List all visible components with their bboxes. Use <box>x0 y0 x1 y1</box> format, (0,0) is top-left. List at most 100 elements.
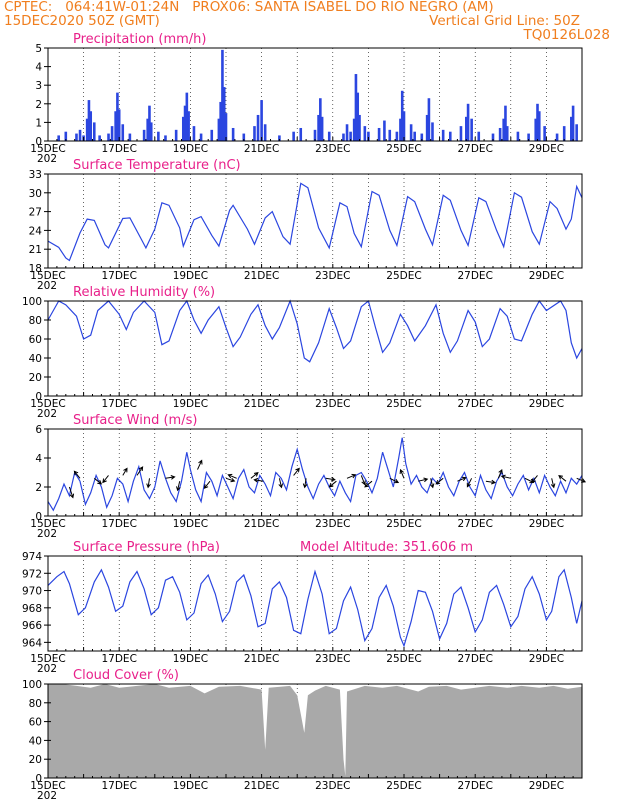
precipitation-bar <box>413 131 416 141</box>
x-date-label: 25DEC <box>386 518 421 530</box>
x-date-label: 29DEC <box>529 518 564 530</box>
precipitation-bar <box>174 129 178 141</box>
wind-arrow <box>146 478 151 489</box>
y-tick-label: 80 <box>29 315 42 327</box>
wind-arrow <box>197 459 203 470</box>
precipitation-bar <box>427 98 431 141</box>
precipitation-bar <box>425 114 429 141</box>
wind-arrow <box>360 475 366 486</box>
y-tick-label: 40 <box>29 735 42 747</box>
precipitation-bar <box>448 131 452 141</box>
x-date-label: 29DEC <box>529 780 564 792</box>
precipitation-bar <box>217 118 221 141</box>
precipitation-bar <box>110 126 114 141</box>
x-year-label: 202 <box>37 790 57 800</box>
y-tick-label: 21 <box>29 244 42 256</box>
wind-arrow <box>531 475 538 484</box>
precipitation-bar <box>477 131 481 141</box>
y-tick-label: 4 <box>35 62 42 74</box>
wind-arrow <box>435 477 444 485</box>
precipitation-bar <box>114 111 117 141</box>
wind-arrow <box>346 473 357 479</box>
precipitation-bar <box>470 118 473 141</box>
panel-title: Surface Pressure (hPa) <box>73 540 220 555</box>
x-date-label: 23DEC <box>315 398 350 410</box>
panel-frame <box>47 173 583 269</box>
wind-arrow <box>225 477 236 483</box>
x-date-label: 19DEC <box>173 653 208 665</box>
x-date-label: 29DEC <box>529 143 564 155</box>
series-line-wind <box>47 437 583 512</box>
y-tick-label: 2 <box>35 482 42 494</box>
x-date-label: 25DEC <box>386 270 421 282</box>
precipitation-bar <box>420 133 424 141</box>
y-tick-label: 970 <box>22 586 42 598</box>
x-date-label: 21DEC <box>244 653 279 665</box>
x-year-label: 202 <box>37 528 57 540</box>
precipitation-bar <box>78 129 82 141</box>
precipitation-bar <box>399 118 402 141</box>
header-grid-line-note: Vertical Grid Line: 50Z <box>429 13 580 29</box>
y-tick-label: 0 <box>35 136 42 148</box>
precipitation-bar <box>543 126 546 141</box>
panel-title: Cloud Cover (%) <box>73 668 179 683</box>
precipitation-bar <box>121 124 125 141</box>
x-date-label: 21DEC <box>244 143 279 155</box>
precipitation-bar <box>395 131 399 141</box>
precipitation-bar <box>383 120 386 141</box>
precipitation-bar <box>363 126 367 141</box>
precipitation-bar <box>85 118 89 141</box>
precipitation-bar <box>187 111 190 141</box>
wind-arrow <box>325 476 336 482</box>
precipitation-bar <box>57 135 60 141</box>
cloud-cover-area <box>48 684 582 778</box>
panel-title: Precipitation (mm/h) <box>73 32 206 47</box>
y-tick-label: 966 <box>22 620 42 632</box>
x-date-label: 27DEC <box>457 653 492 665</box>
wind-arrow <box>93 477 103 485</box>
precipitation-bar <box>317 114 320 141</box>
x-date-label: 19DEC <box>173 270 208 282</box>
precipitation-bar <box>409 124 413 141</box>
precipitation-bar <box>222 87 226 141</box>
precipitation-bar <box>260 100 263 141</box>
wind-arrow <box>165 475 176 480</box>
x-date-label: 17DEC <box>101 653 136 665</box>
precipitation-bar <box>516 131 520 141</box>
precipitation-bar <box>354 74 358 141</box>
precipitation-bar <box>149 122 153 141</box>
y-tick-label: 1 <box>35 117 42 129</box>
x-date-label: 29DEC <box>529 398 564 410</box>
precipitation-bar <box>441 129 445 141</box>
precipitation-bar <box>527 133 530 141</box>
y-tick-label: 60 <box>29 717 42 729</box>
series-line-pres <box>47 568 583 648</box>
x-date-label: 15DEC <box>30 143 65 155</box>
x-year-label: 202 <box>37 153 57 165</box>
wind-arrow <box>558 474 567 482</box>
precipitation-bar <box>231 127 235 141</box>
precipitation-bar <box>64 131 68 141</box>
wind-arrow <box>227 473 237 479</box>
y-tick-label: 20 <box>29 754 42 766</box>
wind-arrow <box>302 478 308 489</box>
wind-arrow <box>497 468 503 479</box>
panel-frame <box>47 300 583 397</box>
y-tick-label: 5 <box>35 43 42 55</box>
wind-arrow <box>399 468 405 479</box>
precipitation-bar <box>377 127 381 141</box>
panel-title: Surface Temperature (nC) <box>73 158 241 173</box>
x-date-label: 15DEC <box>30 518 65 530</box>
x-date-label: 27DEC <box>457 143 492 155</box>
precipitation-bar <box>465 116 468 141</box>
wind-arrow <box>176 481 181 492</box>
x-date-label: 19DEC <box>173 780 208 792</box>
precipitation-bar <box>256 114 260 141</box>
x-date-label: 17DEC <box>101 398 136 410</box>
precipitation-bar <box>242 133 246 141</box>
precipitation-bar <box>224 113 228 141</box>
x-date-label: 15DEC <box>30 653 65 665</box>
panel-title: Surface Wind (m/s) <box>73 413 197 428</box>
x-date-label: 25DEC <box>386 780 421 792</box>
